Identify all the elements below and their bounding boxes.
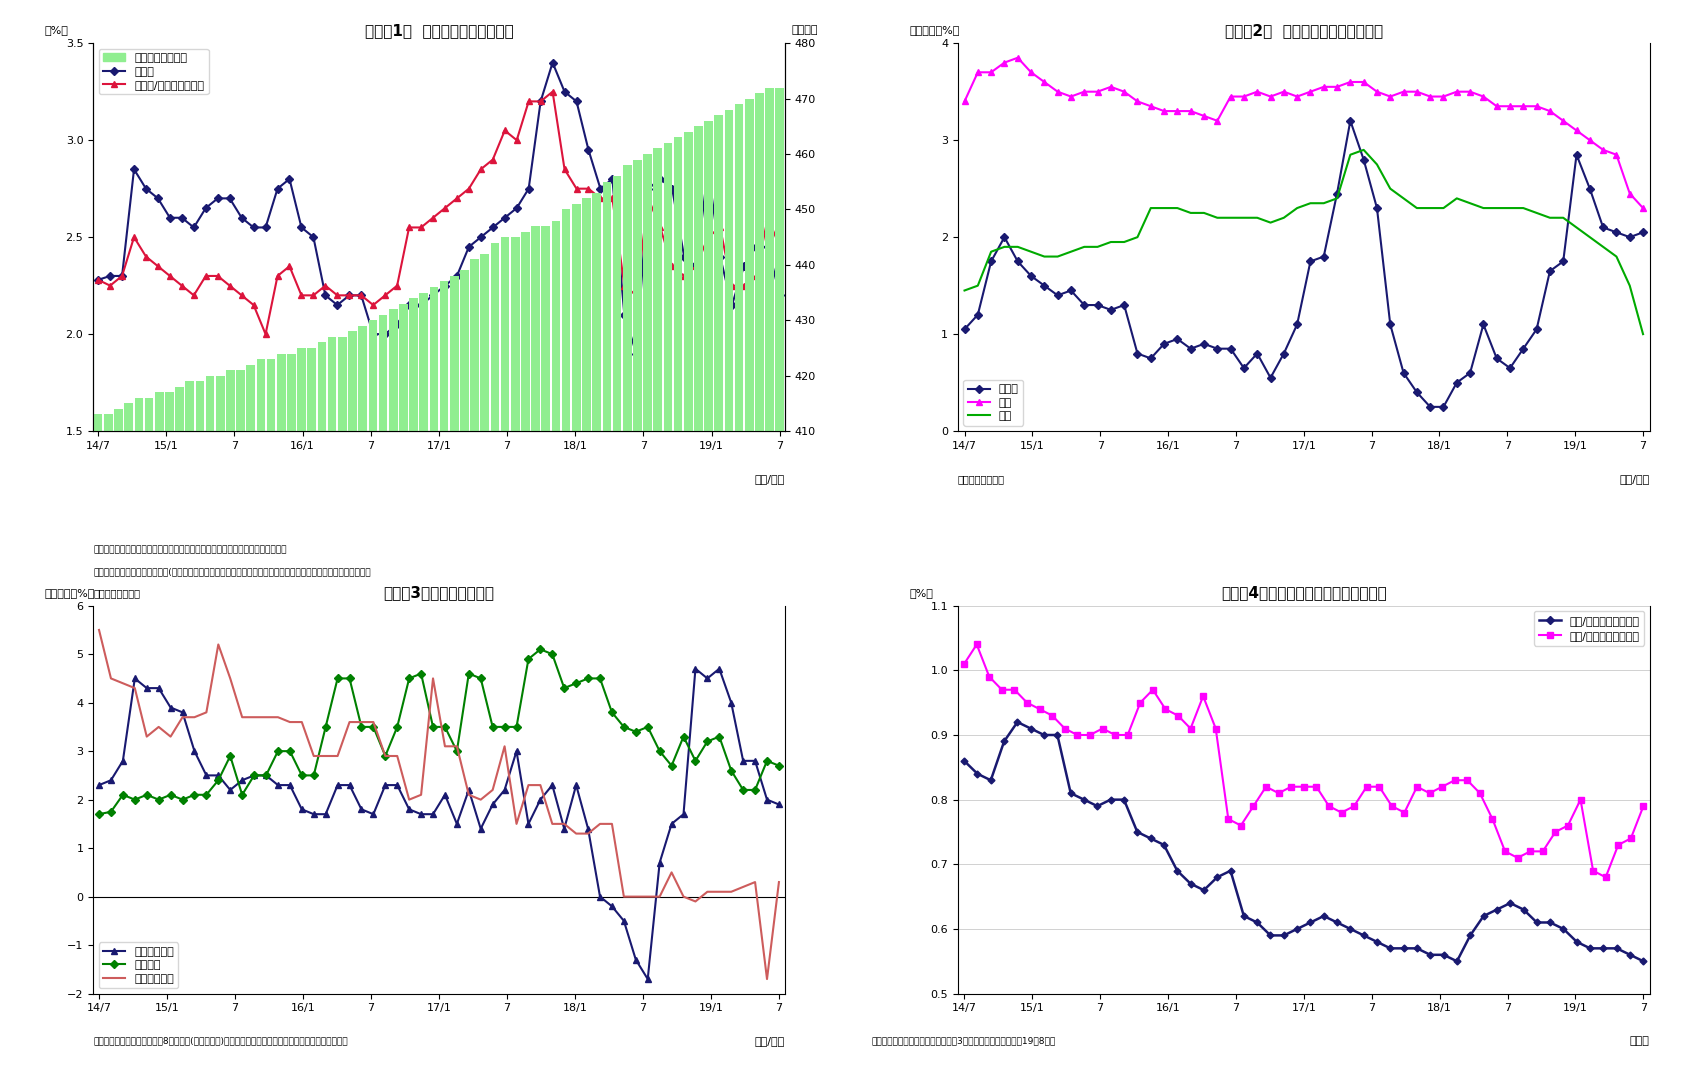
Bar [541,226,550,1080]
Bar [166,392,174,1080]
Text: （資料）日本銀行　　（注）8月分まで(末残ベース)、大・中堅企業は「法人」－「中小企業」にて算出: （資料）日本銀行 （注）8月分まで(末残ベース)、大・中堅企業は「法人」－「中小… [93,1037,347,1045]
Bar [450,276,459,1080]
Bar [673,137,682,1080]
Text: （年/月）: （年/月） [755,474,785,484]
Bar [663,143,672,1080]
Bar [277,353,286,1080]
Text: （年/月）: （年/月） [1619,474,1650,484]
Bar [135,397,144,1080]
Bar [217,376,225,1080]
Bar [420,293,428,1080]
Bar [349,332,357,1080]
Bar [531,226,540,1080]
Text: （兆円）: （兆円） [792,26,819,36]
Bar [724,110,733,1080]
Bar [124,404,134,1080]
Bar [328,337,337,1080]
Text: 特殊要因調整後の前年比＝(今月の調整後貸出残高－前年同月の調整前貸出残高）／前年同月の調整前貸出残高: 特殊要因調整後の前年比＝(今月の調整後貸出残高－前年同月の調整前貸出残高）／前年… [93,567,371,576]
Text: （%）: （%） [44,26,68,36]
Bar [613,176,621,1080]
Text: （資料）日本銀行　　（注）新規は3ヵ月移動平均値、直近は19年8月分: （資料）日本銀行 （注）新規は3ヵ月移動平均値、直近は19年8月分 [871,1037,1056,1045]
Bar [633,160,641,1080]
Bar [775,87,783,1080]
Bar [521,231,530,1080]
Bar [491,243,499,1080]
Bar [765,87,773,1080]
Bar [755,93,763,1080]
Bar [288,353,296,1080]
Bar [237,370,245,1080]
Bar [318,342,327,1080]
Bar [227,370,235,1080]
Bar [267,359,276,1080]
Text: （年）: （年） [1629,1037,1650,1047]
Title: （図表3）貸出先別貸出金: （図表3）貸出先別貸出金 [384,585,494,600]
Title: （図表2）  業態別の貸出残高増減率: （図表2） 業態別の貸出残高増減率 [1225,23,1382,38]
Bar [592,193,601,1080]
Text: （注）特殊要因調整後は、為替変動・債権償却・流動化等の影響を考慮したもの: （注）特殊要因調整後は、為替変動・債権償却・流動化等の影響を考慮したもの [93,545,286,554]
Bar [409,298,418,1080]
Bar [684,132,692,1080]
Bar [511,238,519,1080]
Legend: 新規/短期（一年未満）, 新規/長期（一年以上）: 新規/短期（一年未満）, 新規/長期（一年以上） [1535,611,1645,646]
Bar [470,259,479,1080]
Text: （前年比、%）: （前年比、%） [909,26,959,36]
Bar [734,104,743,1080]
Text: （前年比、%）: （前年比、%） [44,588,95,598]
Bar [460,270,469,1080]
Bar [562,210,570,1080]
Legend: 貸出残高（右軸）, 前年比, 前年比/特殊要因調整後: 貸出残高（右軸）, 前年比, 前年比/特殊要因調整後 [98,49,208,94]
Bar [247,365,255,1080]
Bar [602,181,611,1080]
Text: （資料）日本銀行: （資料）日本銀行 [93,589,140,598]
Bar [653,148,662,1080]
Bar [369,321,377,1080]
Bar [744,98,753,1080]
Bar [694,126,702,1080]
Text: （年/月）: （年/月） [755,1037,785,1047]
Bar [623,165,631,1080]
Bar [389,309,398,1080]
Bar [552,220,560,1080]
Bar [440,282,448,1080]
Bar [704,121,712,1080]
Bar [113,409,124,1080]
Bar [257,359,266,1080]
Bar [146,397,154,1080]
Bar [298,348,306,1080]
Bar [714,116,722,1080]
Bar [399,303,408,1080]
Bar [582,199,591,1080]
Bar [481,254,489,1080]
Bar [103,415,113,1080]
Bar [430,287,438,1080]
Bar [643,154,651,1080]
Bar [206,376,215,1080]
Bar [308,348,316,1080]
Bar [176,387,184,1080]
Title: （図表1）  銀行貸出残高の増減率: （図表1） 銀行貸出残高の増減率 [364,23,513,38]
Bar [93,415,103,1080]
Bar [379,314,387,1080]
Text: （%）: （%） [909,588,934,598]
Text: （資料）日本銀行: （資料）日本銀行 [958,474,1005,484]
Bar [156,392,164,1080]
Legend: 大・中堅企業, 中小企業, 地方公共団体: 大・中堅企業, 中小企業, 地方公共団体 [98,943,178,988]
Title: （図表4）国内銀行の新規貸出平均金利: （図表4）国内銀行の新規貸出平均金利 [1222,585,1387,600]
Bar [186,381,195,1080]
Bar [359,326,367,1080]
Bar [338,337,347,1080]
Bar [501,238,509,1080]
Bar [196,381,205,1080]
Bar [572,204,580,1080]
Legend: 都銀等, 地銀, 信金: 都銀等, 地銀, 信金 [963,380,1024,426]
